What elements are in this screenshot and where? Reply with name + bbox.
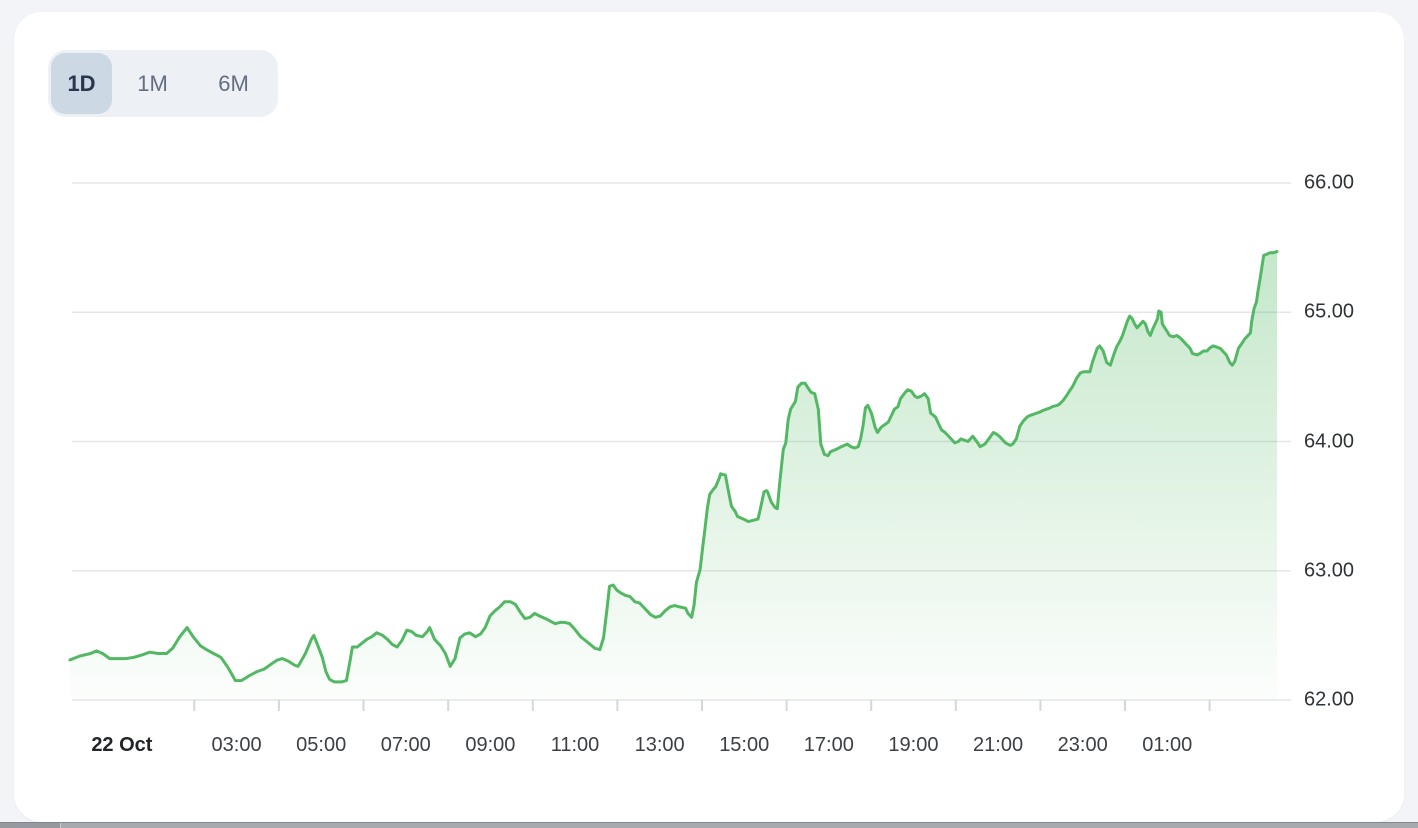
- range-button-1d[interactable]: 1D: [51, 53, 112, 114]
- bottom-edge-notch: [0, 823, 61, 828]
- price-chart[interactable]: [14, 12, 1404, 822]
- bottom-window-edge: [0, 822, 1418, 828]
- range-button-1m[interactable]: 1M: [112, 53, 193, 114]
- chart-card: 1D 1M 6M 66.00 65.00 64.00 63.00 62.00 22 Oct 0…: [14, 12, 1404, 822]
- price-line: [68, 250, 1279, 684]
- range-button-6m[interactable]: 6M: [193, 53, 274, 114]
- time-range-switcher: 1D 1M 6M: [48, 50, 278, 117]
- price-area-fill: [70, 251, 1277, 700]
